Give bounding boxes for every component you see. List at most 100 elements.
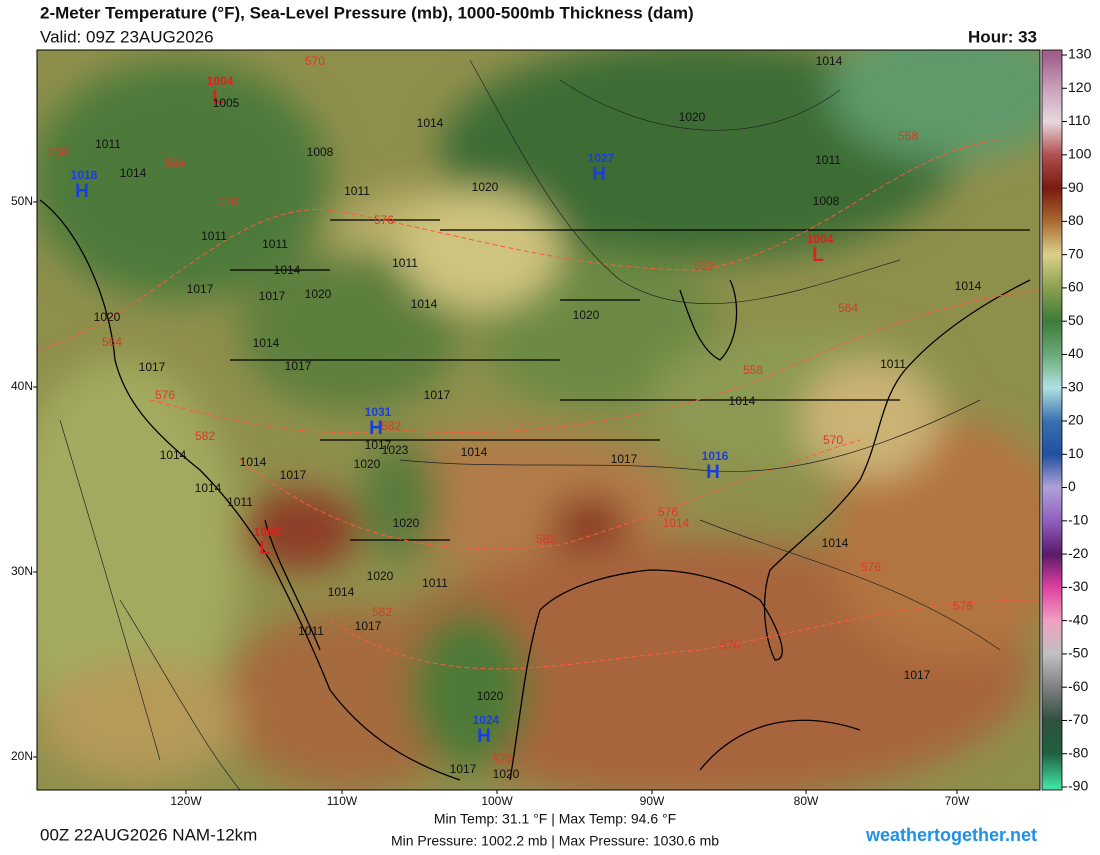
pressure-center-letter: H [477, 726, 491, 747]
isobar-label: 1011 [392, 256, 418, 270]
map [37, 50, 1040, 790]
forecast-hour: Hour: 33 [968, 27, 1037, 46]
isobar-label: 1020 [305, 287, 332, 301]
coastlines [39, 199, 1031, 781]
pressure-range: Min Pressure: 1002.2 mb | Max Pressure: … [391, 833, 719, 849]
thickness-label: 576 [720, 638, 740, 652]
latitude-label: 30N [11, 564, 33, 578]
thickness-label: 558 [743, 363, 763, 377]
latitude-label: 50N [11, 194, 33, 208]
longitude-label: 90W [640, 794, 665, 808]
isobar-label: 1011 [201, 229, 227, 243]
isobar-label: 1023 [382, 443, 409, 457]
colorbar-label: 120 [1068, 79, 1092, 95]
thickness-label: 552 [694, 259, 714, 273]
isobar-label: 1017 [187, 282, 214, 296]
thickness-label: 582 [195, 429, 215, 443]
latitude-label: 40N [11, 379, 33, 393]
isobar-label: 1017 [355, 619, 382, 633]
colorbar-label: 80 [1068, 212, 1084, 228]
isobar-label: 1014 [417, 116, 444, 130]
colorbar-label: -80 [1068, 744, 1088, 760]
pressure-center-letter: H [592, 164, 606, 185]
isobar-label: 1020 [493, 767, 520, 781]
thickness-label: 558 [48, 145, 68, 159]
thickness-label: 576 [155, 388, 175, 402]
colorbar-label: -90 [1068, 778, 1088, 794]
pressure-center-letter: H [75, 181, 89, 202]
isobar-label: 1014 [240, 455, 267, 469]
isobar-label: 1014 [822, 536, 849, 550]
longitude-label: 120W [170, 794, 202, 808]
isobar-label: 1014 [120, 166, 147, 180]
isobar-label: 1020 [679, 110, 706, 124]
pressure-center-value: 1027 [588, 151, 615, 165]
colorbar-label: 60 [1068, 279, 1084, 295]
longitude-label: 80W [794, 794, 819, 808]
colorbar-label: -60 [1068, 678, 1088, 694]
map-frame [36, 49, 1041, 791]
isobar-label: 1011 [422, 576, 448, 590]
thickness-label: 1014 [663, 516, 690, 530]
pressure-center-value: 1031 [365, 405, 392, 419]
isobar-label: 1017 [285, 359, 312, 373]
isobar-label: 1014 [253, 336, 280, 350]
isobar-label: 1017 [450, 762, 477, 776]
colorbar-label: -10 [1068, 512, 1088, 528]
thickness-label: 576 [218, 195, 238, 209]
thickness-label: 564 [838, 301, 858, 315]
longitude-label: 100W [481, 794, 513, 808]
isobars [59, 59, 1001, 790]
temp-range: Min Temp: 31.1 °F | Max Temp: 94.6 °F [434, 811, 676, 827]
isobar-label: 1017 [904, 668, 931, 682]
colorbar-label: -30 [1068, 578, 1088, 594]
thickness-label: 576 [493, 752, 513, 766]
pressure-center-value: 1016 [702, 449, 729, 463]
pressure-center-letter: H [706, 462, 720, 483]
colorbar-label: 50 [1068, 312, 1084, 328]
thickness-label: 576 [953, 599, 973, 613]
longitude-label: 70W [945, 794, 970, 808]
thickness-label: 576 [658, 505, 678, 519]
colorbar [1041, 49, 1063, 791]
pressure-center-value: 1018 [71, 168, 98, 182]
colorbar-label: 130 [1068, 46, 1092, 62]
isobar-label: 1008 [307, 145, 334, 159]
thickness-contours [37, 139, 1040, 670]
isobar-label: 1011 [298, 624, 324, 638]
latitude-label: 20N [11, 749, 33, 763]
isobar-label: 1020 [573, 308, 600, 322]
isobar-label: 1014 [955, 279, 982, 293]
colorbar-label: -50 [1068, 645, 1088, 661]
thickness-label: 582 [372, 605, 392, 619]
isobar-label: 1014 [328, 585, 355, 599]
isobar-label: 1011 [227, 495, 253, 509]
isobar-label: 1005 [213, 96, 240, 110]
colorbar-label: 0 [1068, 478, 1076, 494]
pressure-center-letter: L [259, 538, 271, 559]
site-name: weathertogether.net [865, 825, 1037, 845]
isobar-label: 1020 [354, 457, 381, 471]
isobar-label: 1020 [472, 180, 499, 194]
temperature-field [37, 50, 1040, 790]
colorbar-label: -40 [1068, 611, 1088, 627]
labels: 1301201101009080706050403020100-10-20-30… [11, 46, 1092, 808]
isobar-label: 1017 [139, 360, 166, 374]
colorbar-label: -20 [1068, 545, 1088, 561]
isobar-label: 1014 [274, 263, 301, 277]
isobar-label: 1020 [94, 310, 121, 324]
isobar-label: 1014 [411, 297, 438, 311]
isobar-label: 1014 [195, 481, 222, 495]
isobar-label: 1011 [880, 357, 906, 371]
isobar-label: 1011 [262, 237, 288, 251]
isobar-label: 1020 [367, 569, 394, 583]
isobar-label: 1014 [816, 54, 843, 68]
colorbar-label: 40 [1068, 345, 1084, 361]
isobar-label: 1017 [424, 388, 451, 402]
isobar-label: 1014 [160, 448, 187, 462]
isobar-label: 1014 [461, 445, 488, 459]
pressure-center-value: 1004 [207, 74, 234, 88]
colorbar-label: 10 [1068, 445, 1084, 461]
colorbar-label: 90 [1068, 179, 1084, 195]
